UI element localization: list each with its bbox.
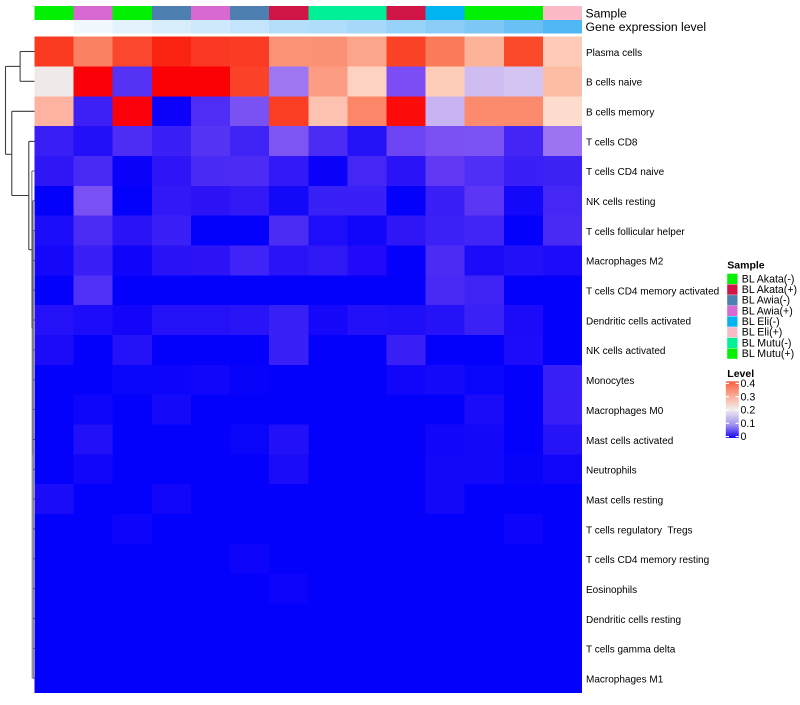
svg-text:Mast cells resting: Mast cells resting bbox=[586, 495, 663, 506]
svg-text:0.3: 0.3 bbox=[741, 391, 756, 403]
svg-text:T cells CD4 memory resting: T cells CD4 memory resting bbox=[586, 555, 709, 566]
svg-text:BL Mutu(-): BL Mutu(-) bbox=[742, 337, 792, 349]
svg-text:Mast cells activated: Mast cells activated bbox=[586, 436, 673, 447]
svg-text:Monocytes: Monocytes bbox=[586, 376, 634, 387]
svg-text:BL Awia(-): BL Awia(-) bbox=[742, 295, 790, 307]
svg-text:Macrophages M1: Macrophages M1 bbox=[586, 675, 664, 686]
svg-text:NK cells resting: NK cells resting bbox=[586, 197, 655, 208]
svg-text:0.2: 0.2 bbox=[741, 405, 756, 417]
svg-text:T cells CD8: T cells CD8 bbox=[586, 137, 638, 148]
svg-text:Gene expression level: Gene expression level bbox=[586, 20, 707, 34]
svg-text:BL Mutu(+): BL Mutu(+) bbox=[742, 348, 794, 360]
svg-text:B cells memory: B cells memory bbox=[586, 108, 654, 119]
svg-text:Macrophages M0: Macrophages M0 bbox=[586, 406, 664, 417]
svg-text:T cells CD4 memory activated: T cells CD4 memory activated bbox=[586, 287, 719, 298]
svg-text:Dendritic cells activated: Dendritic cells activated bbox=[586, 316, 691, 327]
svg-text:Sample: Sample bbox=[586, 6, 628, 20]
svg-text:NK cells activated: NK cells activated bbox=[586, 346, 665, 357]
svg-text:T cells follicular helper: T cells follicular helper bbox=[586, 227, 685, 238]
svg-text:BL Eli(+): BL Eli(+) bbox=[742, 327, 783, 339]
svg-text:Sample: Sample bbox=[727, 260, 765, 272]
svg-text:0.1: 0.1 bbox=[741, 418, 756, 430]
svg-text:Level: Level bbox=[727, 368, 754, 380]
svg-text:BL Awia(+): BL Awia(+) bbox=[742, 305, 793, 317]
svg-text:B cells naive: B cells naive bbox=[586, 78, 643, 89]
svg-text:0: 0 bbox=[741, 431, 747, 443]
svg-text:0.4: 0.4 bbox=[741, 378, 756, 390]
svg-text:Eosinophils: Eosinophils bbox=[586, 585, 637, 596]
svg-text:Dendritic cells resting: Dendritic cells resting bbox=[586, 615, 681, 626]
svg-text:Plasma cells: Plasma cells bbox=[586, 48, 642, 59]
svg-text:T cells CD4 naive: T cells CD4 naive bbox=[586, 167, 665, 178]
svg-text:Macrophages M2: Macrophages M2 bbox=[586, 257, 664, 268]
svg-text:BL Eli(-): BL Eli(-) bbox=[742, 316, 780, 328]
svg-text:T cells regulatory Tregs: T cells regulatory Tregs bbox=[586, 525, 693, 536]
svg-text:T cells gamma delta: T cells gamma delta bbox=[586, 645, 676, 656]
svg-text:BL Akata(+): BL Akata(+) bbox=[742, 284, 797, 296]
svg-text:BL Akata(-): BL Akata(-) bbox=[742, 273, 795, 285]
svg-text:Neutrophils: Neutrophils bbox=[586, 466, 637, 477]
